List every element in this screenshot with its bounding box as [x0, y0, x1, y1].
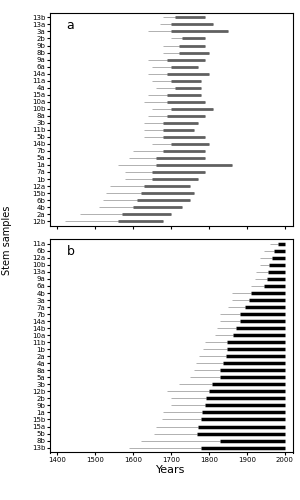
Text: a: a — [67, 19, 74, 32]
X-axis label: Years: Years — [156, 466, 186, 475]
Text: b: b — [67, 246, 74, 258]
Text: Stem samples: Stem samples — [2, 206, 11, 274]
